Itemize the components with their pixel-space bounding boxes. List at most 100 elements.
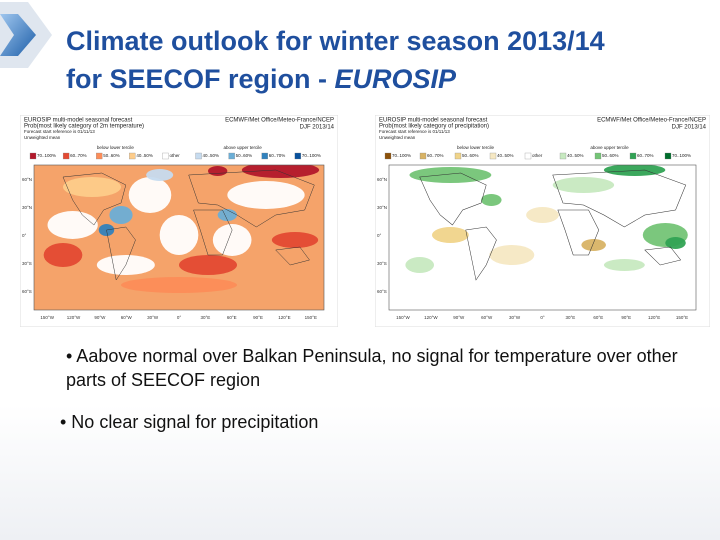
legend-label: 60..70% — [427, 153, 444, 158]
lat-label: 60°N — [22, 177, 32, 182]
lon-label: 60°W — [121, 315, 133, 320]
legend-label: 40..50% — [203, 153, 220, 158]
coastline — [193, 209, 233, 256]
lon-label: 30°W — [147, 315, 159, 320]
map-anomaly — [552, 177, 615, 193]
map-header-right: DJF 2013/14 — [300, 125, 335, 131]
legend-label: 50..60% — [236, 153, 253, 158]
coastline — [106, 226, 136, 281]
map-anomaly — [212, 224, 252, 256]
lon-label: 0° — [540, 315, 545, 320]
lon-label: 150°E — [676, 315, 688, 320]
lon-label: 150°E — [305, 315, 317, 320]
map-header: Unweighted mean — [24, 135, 61, 140]
lon-label: 30°E — [566, 315, 576, 320]
coastline — [644, 246, 682, 266]
legend-swatch — [195, 152, 202, 160]
lon-label: 60°E — [593, 315, 603, 320]
map-header-right: DJF 2013/14 — [672, 125, 707, 131]
lon-label: 30°E — [200, 315, 210, 320]
lon-label: 120°W — [67, 315, 81, 320]
map-header: Unweighted mean — [379, 135, 416, 140]
title-text: for SEECOF region - — [66, 64, 335, 94]
legend-label: 70..100% — [37, 153, 56, 158]
legend-swatch — [384, 152, 392, 160]
lon-label: 0° — [177, 315, 182, 320]
icon-arrow — [0, 14, 36, 56]
coastline — [557, 209, 600, 256]
title-italic: EUROSIP — [334, 64, 457, 94]
legend-swatch — [162, 152, 169, 160]
map-header: Forecast start reference is 01/11/13 — [24, 129, 95, 134]
map-anomaly — [665, 237, 686, 249]
map-field — [34, 165, 324, 310]
lat-label: 0° — [377, 233, 382, 238]
legend-swatch — [261, 152, 268, 160]
legend-swatch — [559, 152, 567, 160]
legend-title: above upper tercile — [590, 145, 629, 150]
map-anomaly — [146, 169, 174, 181]
legend-title: below lower tercile — [457, 145, 495, 150]
lon-label: 120°E — [648, 315, 660, 320]
map-anomaly — [241, 165, 320, 178]
legend-title: below lower tercile — [97, 145, 135, 150]
lon-label: 90°E — [253, 315, 263, 320]
map-anomaly — [227, 181, 305, 209]
map-header-right: ECMWF/Met Office/Meteo-France/NCEP — [597, 118, 706, 124]
legend-label: 70..100% — [302, 153, 321, 158]
coastline — [275, 246, 310, 266]
lon-label: 30°W — [509, 315, 521, 320]
lat-label: 60°S — [22, 289, 32, 294]
coastline — [465, 226, 497, 281]
lon-label: 150°W — [396, 315, 410, 320]
lon-label: 120°W — [424, 315, 438, 320]
map-anomaly — [271, 232, 319, 248]
coastline — [419, 172, 487, 226]
map-anomaly — [431, 227, 469, 243]
coastline — [62, 172, 127, 226]
legend-label: other — [169, 153, 180, 158]
legend-swatch — [489, 152, 497, 160]
temperature-map: EUROSIP multi-model seasonal forecastPro… — [20, 115, 338, 327]
map-anomaly — [47, 211, 98, 239]
legend-swatch — [29, 152, 37, 160]
legend-swatch — [629, 152, 637, 160]
map-anomaly — [121, 277, 237, 293]
map-anomaly — [208, 166, 228, 176]
lon-label: 150°W — [40, 315, 54, 320]
map-border — [33, 164, 325, 311]
map-anomaly — [481, 194, 502, 206]
coastline — [552, 169, 687, 228]
coastline — [188, 169, 315, 228]
legend-swatch — [419, 152, 427, 160]
legend-label: 40..50% — [136, 153, 153, 158]
legend-swatch — [228, 152, 235, 160]
legend-label: 60..70% — [269, 153, 286, 158]
legend-label: 60..70% — [70, 153, 87, 158]
legend-label: 40..50% — [567, 153, 584, 158]
map-border — [388, 164, 697, 311]
map-anomaly — [128, 177, 172, 213]
map-anomaly — [603, 259, 645, 271]
title-line: for SEECOF region - EUROSIP — [66, 60, 605, 98]
lat-label: 30°N — [377, 205, 387, 210]
legend-label: 70..100% — [672, 153, 691, 158]
legend-swatch — [294, 152, 302, 160]
legend-swatch — [664, 152, 672, 160]
lon-label: 60°W — [481, 315, 493, 320]
lon-label: 90°W — [453, 315, 465, 320]
legend-label: 60..70% — [637, 153, 654, 158]
lon-label: 120°E — [278, 315, 290, 320]
title-line: Climate outlook for winter season 2013/1… — [66, 26, 605, 56]
legend-swatch — [62, 152, 70, 160]
map-header: EUROSIP multi-model seasonal forecast — [24, 118, 133, 124]
bullet: • No clear signal for precipitation — [60, 412, 319, 432]
lat-label: 0° — [22, 233, 27, 238]
legend-swatch — [524, 152, 532, 160]
legend-label: 50..60% — [462, 153, 479, 158]
map-anomaly — [405, 257, 435, 273]
legend-swatch — [594, 152, 602, 160]
bullet: • Aabove normal over Balkan Peninsula, n… — [66, 346, 678, 390]
lat-label: 60°S — [377, 289, 387, 294]
map-field — [389, 165, 696, 310]
